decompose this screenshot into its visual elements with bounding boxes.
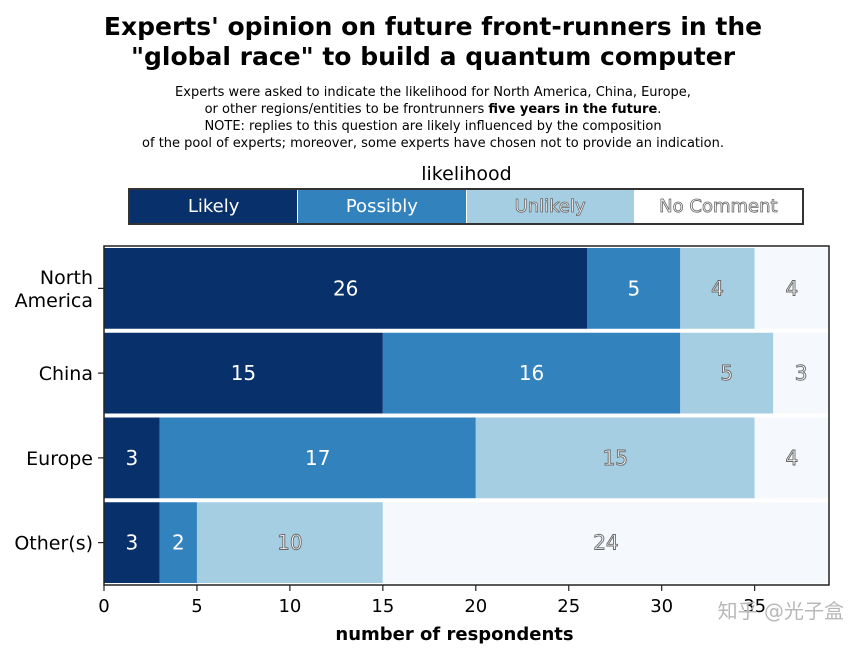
category-label: China: [39, 363, 93, 385]
x-tick-label: 10: [278, 596, 301, 617]
x-tick-label: 5: [191, 596, 202, 617]
title-line-2: "global race" to build a quantum compute…: [130, 42, 736, 71]
bar-no-comment: [754, 248, 829, 329]
bar-likely: [104, 502, 160, 583]
bar-unlikely: [680, 248, 755, 329]
chart-subtitle: Experts were asked to indicate the likel…: [0, 84, 866, 152]
subtitle-line-2-bold: five years in the future: [488, 102, 658, 117]
category-label: America: [15, 290, 93, 312]
subtitle-line-1: Experts were asked to indicate the likel…: [175, 85, 691, 100]
x-tick-label: 20: [464, 596, 487, 617]
x-axis-label: number of respondents: [335, 624, 573, 645]
bar-possibly: [159, 417, 476, 499]
bar-no-comment: [754, 417, 829, 499]
chart-title: Experts' opinion on future front-runners…: [0, 12, 866, 72]
legend-possibly: Possibly: [297, 190, 466, 223]
data-label: 3: [126, 531, 139, 555]
bar-possibly: [587, 248, 681, 329]
category-label: Other(s): [14, 533, 93, 555]
data-label: 5: [720, 361, 733, 385]
bar-likely: [104, 417, 160, 499]
legend-title: likelihood: [421, 163, 512, 185]
data-label: 17: [305, 446, 330, 470]
data-label: 15: [231, 361, 256, 385]
bar-no-comment: [382, 502, 829, 583]
bar-unlikely: [475, 417, 755, 499]
data-label: 5: [627, 276, 640, 300]
bar-possibly: [382, 332, 681, 414]
legend-no-comment: No Comment: [633, 190, 802, 223]
legend: Likely Possibly Unlikely No Comment: [128, 188, 804, 225]
subtitle-line-3: NOTE: replies to this question are likel…: [204, 119, 662, 134]
plot-frame: [103, 245, 830, 586]
data-label: 4: [711, 276, 724, 300]
bar-likely: [104, 248, 588, 329]
x-tick-label: 15: [371, 596, 394, 617]
data-label: 2: [172, 531, 185, 555]
subtitle-line-2: or other regions/entities to be frontrun…: [0, 101, 866, 118]
bar-possibly: [159, 502, 197, 583]
category-label: Europe: [26, 448, 93, 470]
legend-likely: Likely: [130, 190, 298, 223]
watermark: 知乎 @光子盒: [717, 599, 844, 623]
x-tick-label: 0: [98, 596, 109, 617]
subtitle-line-2-prefix: or other regions/entities to be frontrun…: [204, 102, 485, 117]
x-tick-label: 30: [650, 596, 673, 617]
data-label: 26: [333, 276, 358, 300]
subtitle-line-2-suffix: .: [657, 102, 662, 117]
x-tick-label: 25: [557, 596, 580, 617]
bar-unlikely: [680, 332, 774, 414]
data-label: 10: [277, 531, 302, 555]
data-label: 15: [602, 446, 627, 470]
data-label: 3: [795, 361, 808, 385]
bar-likely: [104, 332, 383, 414]
data-label: 4: [785, 446, 798, 470]
data-label: 3: [126, 446, 139, 470]
subtitle-line-4: of the pool of experts; moreover, some e…: [142, 136, 724, 151]
category-label: North: [40, 267, 93, 289]
data-label: 24: [593, 531, 618, 555]
bar-no-comment: [773, 332, 829, 414]
bar-unlikely: [196, 502, 383, 583]
title-line-1: Experts' opinion on future front-runners…: [103, 12, 763, 41]
x-tick-label: 35: [743, 596, 766, 617]
legend-unlikely: Unlikely: [465, 190, 634, 223]
data-label: 4: [785, 276, 798, 300]
data-label: 16: [519, 361, 544, 385]
